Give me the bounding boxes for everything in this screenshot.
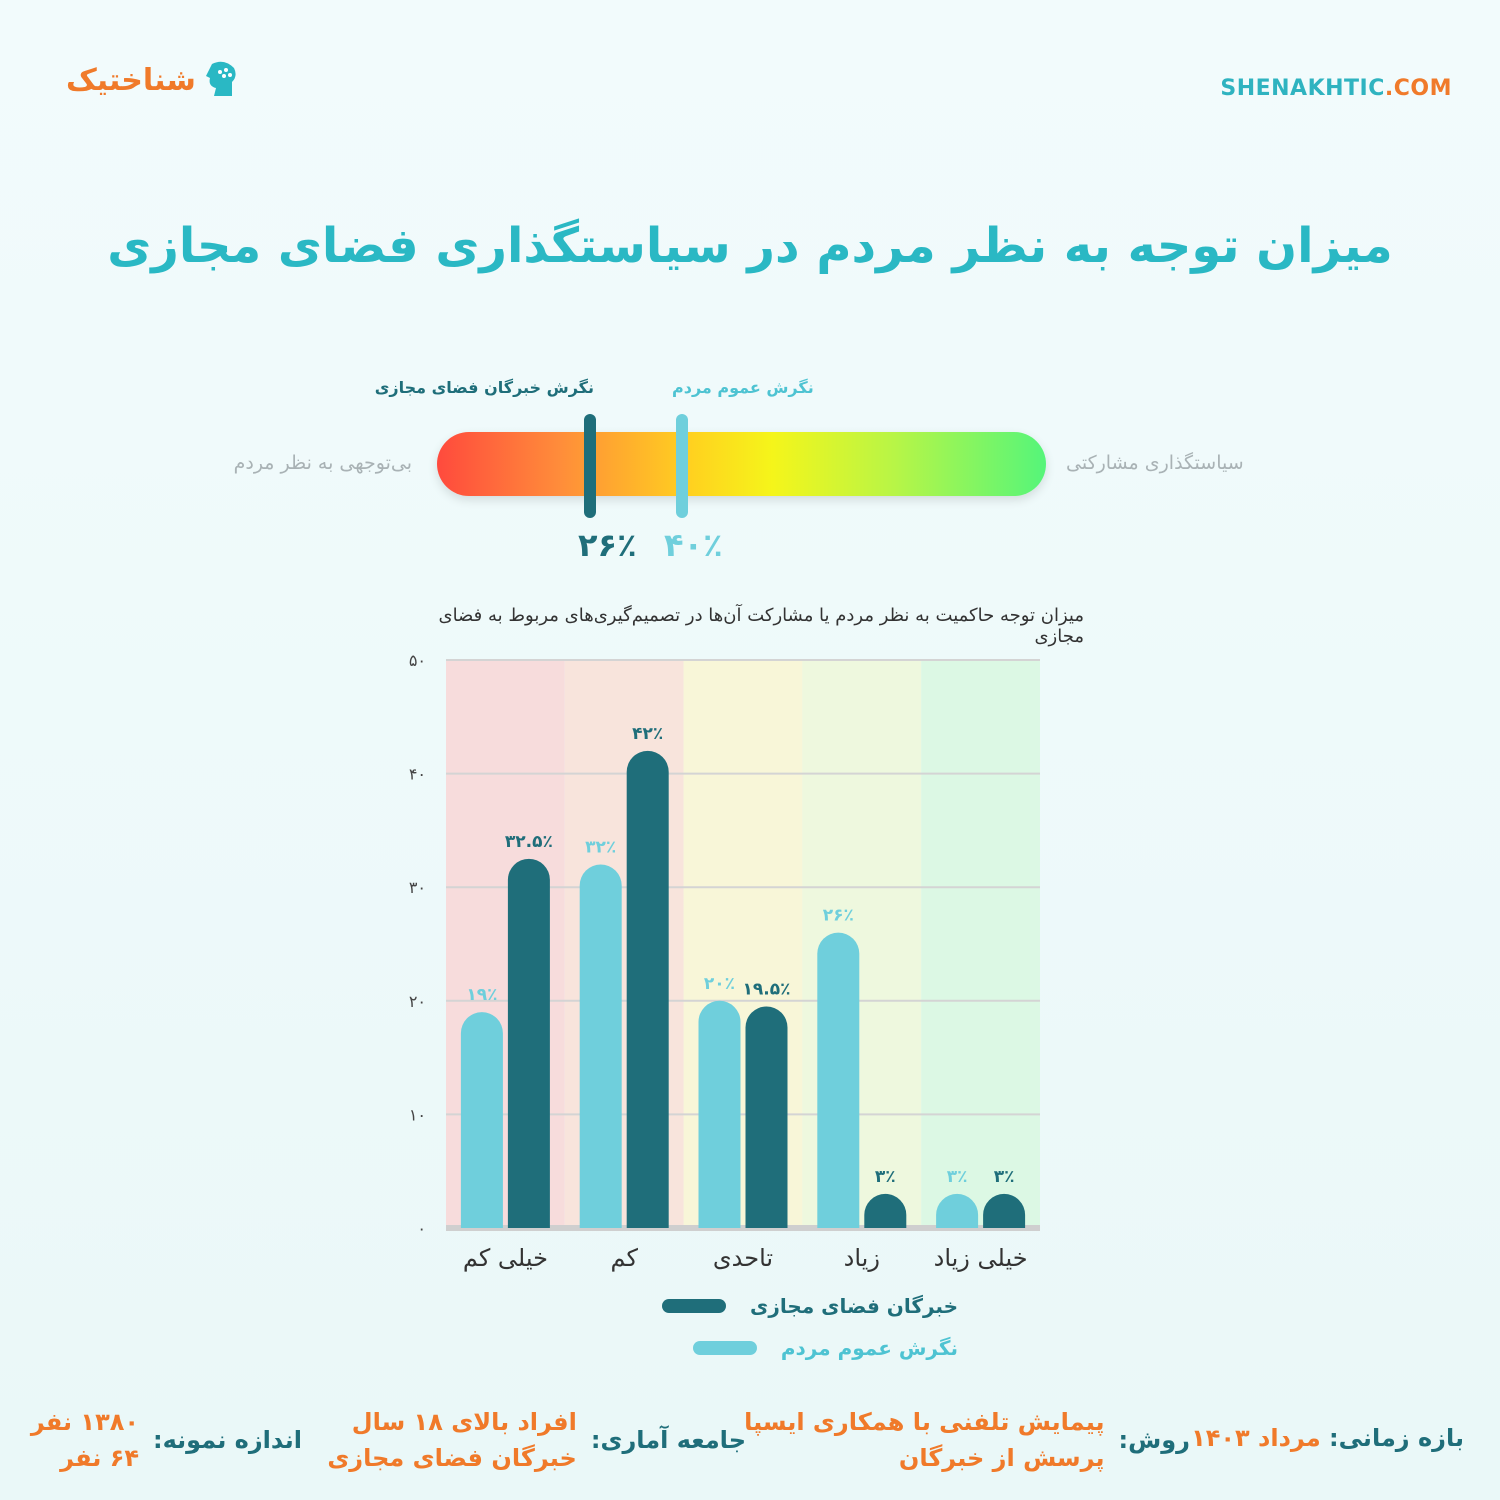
bar-public [817,932,860,1228]
population-line-1: افراد بالای ۱۸ سال [351,1408,577,1436]
bar-public [698,1000,741,1228]
footer-sample: اندازه نمونه: ۱۳۸۰ نفر ۶۴ نفر [31,1404,302,1476]
sample-label: اندازه نمونه: [153,1426,302,1454]
legend-swatch-experts [662,1299,727,1313]
category-band [921,660,1040,1228]
bar-experts [983,1193,1026,1228]
population-line-2: خبرگان فضای مجازی [327,1444,577,1472]
sample-line-2: ۶۴ نفر [60,1444,140,1472]
bar-experts [507,858,550,1228]
x-category-label: زیاد [844,1244,880,1272]
y-tick-label: ۳۰ [409,878,426,897]
bar-value-label: ۳٪ [994,1167,1015,1187]
method-line-2: پرسش از خبرگان [898,1444,1105,1472]
gauge-public-value: ۴۰٪ [664,526,723,564]
method-line-1: پیمایش تلفنی با همکاری ایسپا [744,1408,1105,1436]
logo-text: شناختیک [66,62,196,98]
gauge-gradient-bar [437,432,1046,496]
bar-experts [745,1006,788,1228]
footer-population: جامعه آماری: افراد بالای ۱۸ سال خبرگان ف… [327,1404,746,1476]
bar-value-label: ۳۲٪ [585,837,616,857]
legend-label-experts: خبرگان فضای مجازی [750,1294,958,1318]
bar-public [460,1012,503,1228]
bar-value-label: ۴۲٪ [632,724,663,744]
bar-public [936,1193,979,1228]
method-label: روش: [1118,1426,1190,1454]
y-tick-label: ۰ [417,1219,426,1238]
chart-title: میزان توجه حاکمیت به نظر مردم یا مشارکت … [438,605,1084,647]
site-url[interactable]: SHENAKHTIC.COM [1220,76,1452,101]
site-name: SHENAKHTIC [1220,76,1385,101]
bar-experts [626,750,669,1228]
x-category-label: کم [610,1244,638,1272]
sample-line-1: ۱۳۸۰ نفر [30,1408,140,1436]
period-value: مرداد ۱۴۰۳ [1191,1424,1321,1452]
gauge-left-label: بی‌توجهی به نظر مردم [233,452,412,474]
bar-value-label: ۳۲.۵٪ [505,832,553,852]
bar-value-label: ۲۶٪ [823,906,854,926]
population-label: جامعه آماری: [590,1426,746,1454]
x-category-label: خیلی زیاد [934,1244,1028,1272]
bar-value-label: ۳٪ [875,1167,896,1187]
brand-logo: شناختیک [66,60,238,100]
bar-value-label: ۱۹.۵٪ [743,979,791,999]
y-tick-label: ۴۰ [409,765,426,784]
x-category-label: تاحدی [713,1244,773,1272]
y-tick-label: ۵۰ [409,651,426,670]
gauge-experts-value: ۲۶٪ [578,526,637,564]
legend-label-public: نگرش عموم مردم [780,1336,958,1360]
legend-item-public: نگرش عموم مردم [692,1336,958,1360]
bar-value-label: ۳٪ [947,1167,968,1187]
gauge-marker-public [676,414,688,518]
bar-public [579,864,622,1228]
y-tick-label: ۱۰ [409,1105,426,1124]
gauge-experts-label: نگرش خبرگان فضای مجازی [374,378,594,397]
bar-experts [864,1193,907,1228]
bar-value-label: ۲۰٪ [704,974,735,994]
legend-swatch-public [692,1341,757,1355]
footer-method: روش: پیمایش تلفنی با همکاری ایسپا پرسش ا… [744,1404,1190,1476]
site-domain: .COM [1384,76,1452,101]
footer-period: بازه زمانی: مرداد ۱۴۰۳ [1191,1420,1464,1456]
bar-chart: ۰ ۱۰ ۲۰ ۳۰ ۴۰ ۵۰ ۱۹٪ ۳۲.۵٪ خیلی کم ۳۲٪ ۴۲٪ کم ۲۰٪ ۱۹.… [409,651,1040,1272]
period-label: بازه زمانی: [1329,1424,1464,1452]
gauge-right-label: سیاستگذاری مشارکتی [1066,452,1244,474]
brain-head-icon [205,61,236,96]
bar-value-label: ۱۹٪ [466,985,497,1005]
legend-item-experts: خبرگان فضای مجازی [662,1294,958,1318]
y-tick-label: ۲۰ [409,992,426,1011]
page-title: میزان توجه به نظر مردم در سیاستگذاری فضا… [107,218,1393,274]
gauge-marker-experts [584,414,596,518]
gauge-public-label: نگرش عموم مردم [672,378,814,397]
x-category-label: خیلی کم [463,1244,548,1272]
